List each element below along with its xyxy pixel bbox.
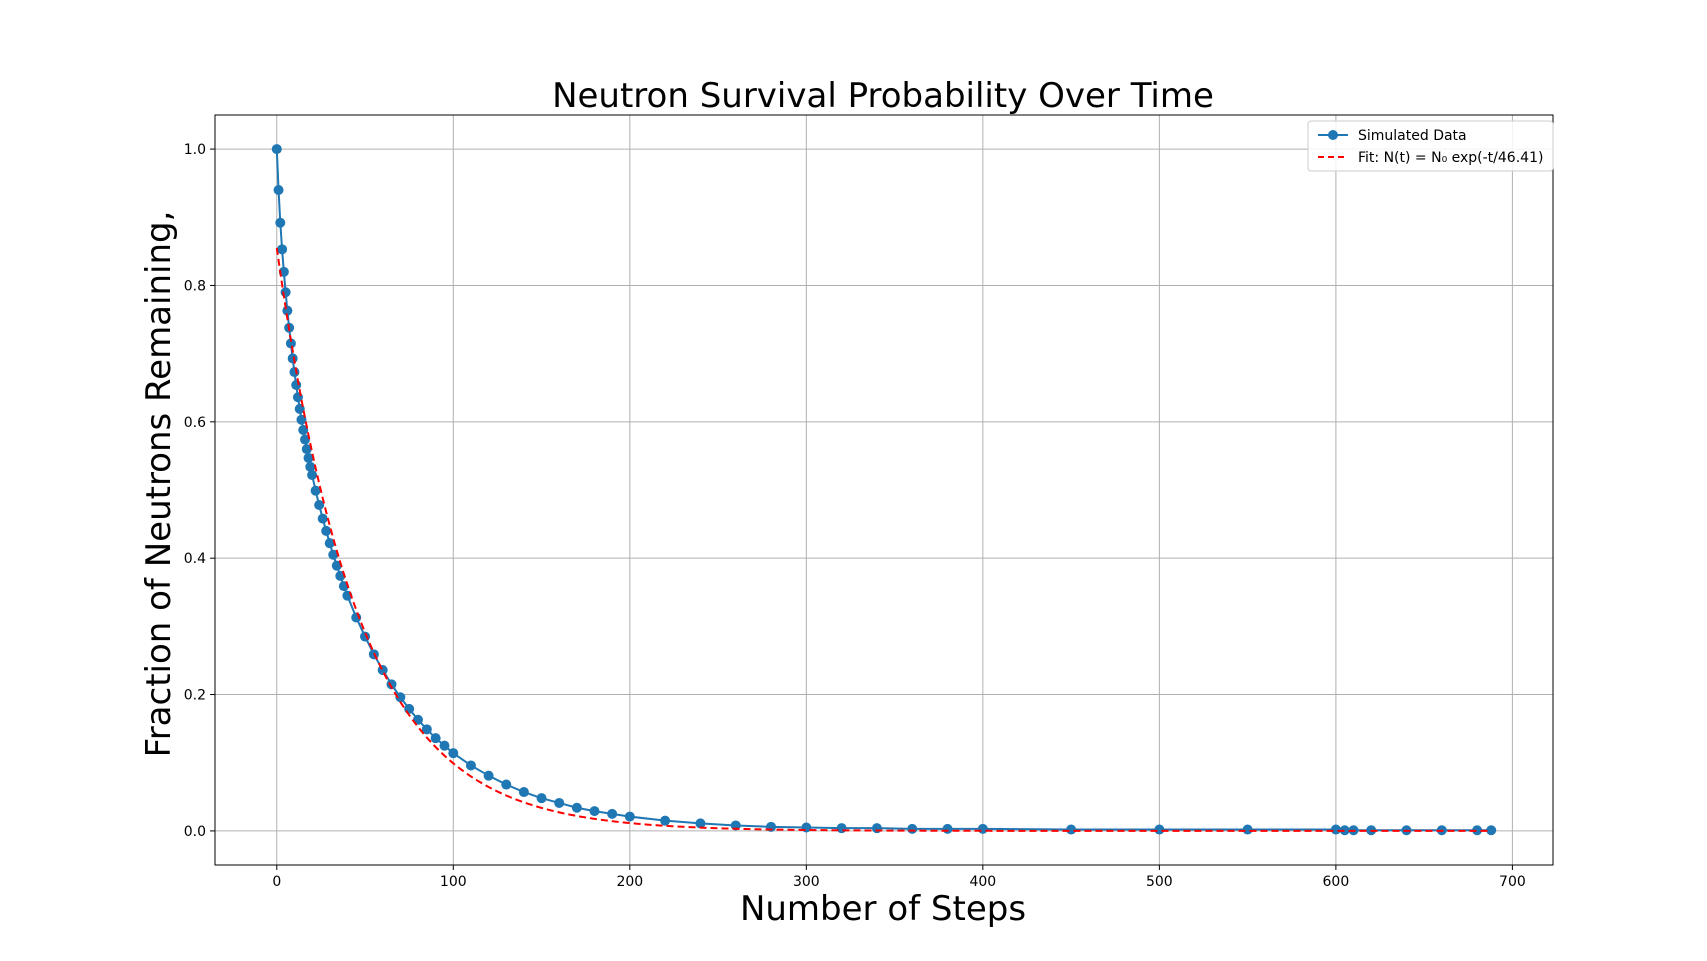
legend: Simulated Data Fit: N(t) = N₀ exp(-t/46.…: [1307, 120, 1554, 172]
simulated-data-point: [1330, 824, 1341, 835]
simulated-data-point: [1242, 824, 1253, 835]
simulated-data-point: [280, 287, 291, 298]
x-tick-label: 700: [1499, 874, 1526, 890]
simulated-data-point: [571, 802, 582, 813]
simulated-data-point: [501, 779, 512, 790]
plot-area: [271, 144, 1497, 836]
x-axis: 0 100 200 300 400 500 600 700: [272, 865, 1526, 890]
simulated-data-point: [395, 692, 406, 703]
y-tick-label: 1.0: [184, 142, 206, 158]
y-axis: 0.0 0.2 0.4 0.6 0.8 1.0: [184, 142, 215, 840]
simulated-data-point: [624, 811, 635, 822]
simulated-data-point: [289, 367, 300, 378]
simulated-data-point: [439, 740, 450, 751]
simulated-data-point: [271, 144, 282, 155]
simulated-data-point: [285, 338, 296, 349]
simulated-data-point: [554, 797, 565, 808]
x-tick-label: 100: [440, 874, 467, 890]
simulated-data-point: [310, 485, 321, 496]
simulated-data-point: [1486, 825, 1497, 836]
y-tick-label: 0.4: [184, 551, 206, 567]
x-tick-label: 0: [272, 874, 281, 890]
simulated-data-point: [1472, 825, 1483, 836]
simulated-data-point: [273, 185, 284, 195]
simulated-data-point: [1339, 825, 1350, 836]
fit-curve-line: [275, 247, 1492, 832]
simulated-data-point: [1066, 824, 1077, 835]
simulated-data-point: [301, 444, 312, 455]
simulated-data-point: [377, 665, 388, 675]
y-tick-label: 0.2: [184, 688, 206, 704]
x-tick-label: 300: [793, 874, 820, 890]
simulated-data-point: [314, 500, 325, 510]
simulated-data-point: [836, 823, 847, 834]
simulated-data-point: [695, 818, 706, 829]
simulated-data-point: [871, 823, 882, 834]
simulated-data-point: [430, 733, 441, 744]
simulated-data-point: [287, 353, 298, 364]
simulated-data-point: [298, 425, 309, 435]
simulated-data-point: [448, 748, 459, 759]
simulated-data-point: [536, 793, 547, 804]
simulated-data-point: [317, 513, 328, 524]
legend-box: [1307, 120, 1554, 172]
simulated-data-point: [328, 549, 339, 560]
simulated-data-point: [300, 434, 311, 445]
simulated-data-point: [660, 815, 671, 826]
simulated-data-point: [907, 823, 918, 834]
simulated-data-point: [518, 787, 529, 798]
y-axis-label: Fraction of Neutrons Remaining,: [139, 211, 179, 758]
grid: [215, 115, 1553, 865]
simulated-data-point: [607, 808, 618, 819]
simulated-data-point: [303, 452, 314, 463]
simulated-data-point: [465, 760, 476, 771]
simulated-data-point: [977, 823, 988, 834]
simulated-data-point: [307, 470, 318, 480]
simulated-data-point: [324, 538, 335, 549]
simulated-data-point: [305, 461, 316, 472]
simulated-data-point: [404, 703, 415, 714]
x-tick-label: 400: [969, 874, 996, 890]
y-tick-label: 0.8: [184, 278, 206, 294]
axes-frame: [214, 114, 1554, 866]
simulated-data-point: [386, 679, 397, 690]
simulated-data-point: [321, 525, 332, 536]
simulated-data-point: [942, 823, 953, 834]
simulated-data-point: [275, 217, 286, 228]
x-tick-label: 200: [616, 874, 643, 890]
simulated-data-point: [1154, 824, 1165, 835]
x-tick-label: 600: [1323, 874, 1350, 890]
simulated-data-point: [331, 560, 342, 571]
x-axis-label: Number of Steps: [740, 889, 1026, 929]
x-tick-label: 500: [1146, 874, 1173, 890]
y-tick-label: 0.0: [184, 824, 206, 840]
chart-title: Neutron Survival Probability Over Time: [552, 76, 1214, 116]
legend-label-fit: Fit: N(t) = N₀ exp(-t/46.41): [1358, 150, 1543, 166]
simulated-data-point: [589, 806, 600, 817]
simulated-data-point: [277, 244, 288, 255]
simulated-data-point: [421, 724, 432, 735]
y-tick-label: 0.6: [184, 415, 206, 431]
simulated-data-point: [483, 770, 494, 781]
legend-marker-simulated: [1328, 130, 1338, 140]
legend-label-simulated: Simulated Data: [1358, 128, 1467, 144]
